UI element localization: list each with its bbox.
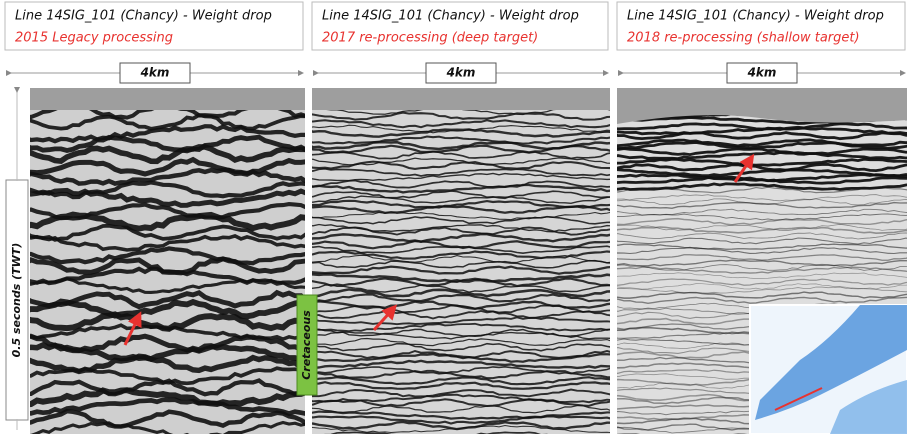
panel-subtitle: 2018 re-processing (shallow target) bbox=[627, 31, 860, 46]
scale-label: 4km bbox=[140, 66, 170, 80]
seismic-background bbox=[312, 88, 610, 434]
scale-label: 4km bbox=[446, 66, 476, 80]
scale-label: 4km bbox=[747, 66, 777, 80]
seismic-figure: Line 14SIG_101 (Chancy) - Weight drop 201… bbox=[0, 0, 907, 434]
figure: Line 14SIG_101 (Chancy) - Weight drop 201… bbox=[0, 0, 907, 434]
panel-title: Line 14SIG_101 (Chancy) - Weight drop bbox=[15, 9, 272, 24]
panel-title: Line 14SIG_101 (Chancy) - Weight drop bbox=[322, 9, 579, 24]
top-muted-band bbox=[617, 88, 907, 110]
panel-title: Line 14SIG_101 (Chancy) - Weight drop bbox=[627, 9, 884, 24]
top-muted-band bbox=[30, 88, 305, 110]
seismic-section bbox=[25, 88, 307, 434]
panel-subtitle: 2017 re-processing (deep target) bbox=[322, 31, 538, 46]
panel-subtitle: 2015 Legacy processing bbox=[15, 31, 173, 46]
top-muted-band bbox=[312, 88, 610, 110]
formation-label: Cretaceous bbox=[300, 310, 313, 380]
time-axis-label: 0.5 seconds (TWT) bbox=[10, 243, 23, 358]
seismic-section bbox=[307, 88, 613, 434]
